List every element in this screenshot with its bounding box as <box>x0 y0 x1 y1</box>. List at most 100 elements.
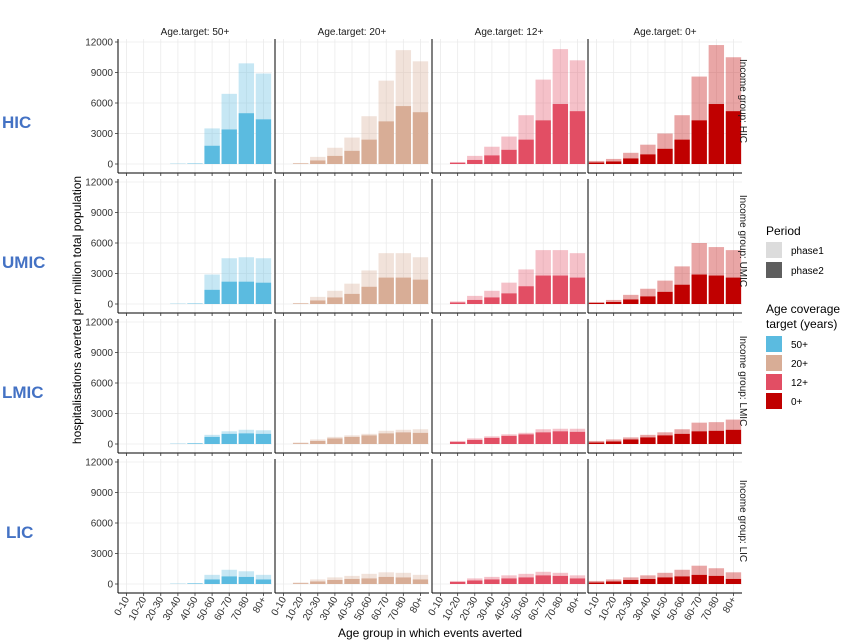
bar-phase1-LMIC-0+-0-10 <box>589 441 604 443</box>
bar-phase2-UMIC-50+-60-70 <box>222 282 237 304</box>
bar-phase1-LMIC-12+-80+ <box>570 429 585 432</box>
bar-phase1-UMIC-20+-40-50 <box>344 284 359 294</box>
bar-phase1-HIC-50+-70-80 <box>239 63 254 113</box>
bar-phase2-UMIC-12+-30-40 <box>484 297 499 304</box>
legend-period-title: Period <box>766 224 801 238</box>
bar-phase2-HIC-0+-40-50 <box>657 149 672 164</box>
bar-phase1-LMIC-0+-10-20 <box>606 439 621 441</box>
y-tick-label: 3000 <box>91 409 114 420</box>
bar-phase2-HIC-20+-10-20 <box>293 163 308 164</box>
bar-phase1-UMIC-20+-80+ <box>413 257 428 279</box>
bar-phase1-LMIC-20+-70-80 <box>396 430 411 433</box>
bar-phase1-UMIC-12+-70-80 <box>553 250 568 275</box>
x-tick-label: 80+ <box>408 595 426 615</box>
legend-20plus-label: 20+ <box>791 359 808 370</box>
bar-phase1-LMIC-12+-20-30 <box>467 438 482 440</box>
bar-phase1-HIC-0+-0-10 <box>589 161 604 163</box>
bar-phase1-HIC-0+-30-40 <box>640 145 655 155</box>
bar-phase1-HIC-12+-20-30 <box>467 156 482 160</box>
bar-phase2-HIC-12+-20-30 <box>467 160 482 164</box>
bar-phase2-HIC-12+-80+ <box>570 111 585 164</box>
bar-phase1-HIC-20+-60-70 <box>379 81 394 122</box>
bar-phase2-UMIC-20+-80+ <box>413 280 428 304</box>
x-axis-title: Age group in which events averted <box>338 626 522 640</box>
bar-phase2-LMIC-20+-30-40 <box>327 438 342 444</box>
y-tick-label: 6000 <box>91 99 114 110</box>
bar-phase1-LIC-20+-30-40 <box>327 577 342 580</box>
bar-phase1-LMIC-0+-30-40 <box>640 435 655 438</box>
bar-phase2-LMIC-12+-50-60 <box>518 434 533 444</box>
bar-phase2-LMIC-50+-60-70 <box>222 434 237 444</box>
bar-phase2-HIC-20+-50-60 <box>361 140 376 164</box>
bar-phase2-HIC-20+-60-70 <box>379 121 394 164</box>
bar-phase2-LMIC-12+-70-80 <box>553 431 568 444</box>
bar-phase2-LMIC-20+-20-30 <box>310 441 325 444</box>
bar-phase1-LIC-0+-70-80 <box>709 568 724 576</box>
y-tick-label: 3000 <box>91 269 114 280</box>
x-tick-label: 80+ <box>565 595 583 615</box>
bar-phase1-UMIC-12+-80+ <box>570 253 585 277</box>
bar-phase2-LIC-20+-10-20 <box>293 583 308 584</box>
bar-phase2-UMIC-0+-60-70 <box>692 275 707 304</box>
bar-phase2-UMIC-50+-50-60 <box>204 290 219 304</box>
bar-phase2-UMIC-20+-60-70 <box>379 278 394 304</box>
bar-phase2-HIC-12+-70-80 <box>553 104 568 164</box>
bar-phase1-HIC-20+-10-20 <box>293 163 308 164</box>
bar-phase1-LMIC-12+-40-50 <box>501 434 516 436</box>
bar-phase1-LIC-0+-20-30 <box>623 577 638 580</box>
bar-phase1-LIC-20+-70-80 <box>396 573 411 578</box>
bar-phase2-LIC-0+-80+ <box>726 579 741 584</box>
bar-phase1-UMIC-0+-0-10 <box>589 302 604 303</box>
bar-phase1-UMIC-12+-20-30 <box>467 296 482 300</box>
bar-phase2-UMIC-12+-70-80 <box>553 276 568 304</box>
legend-12plus-swatch <box>766 374 782 390</box>
bar-phase2-LIC-12+-60-70 <box>536 575 551 584</box>
legend-0plus-label: 0+ <box>791 397 803 408</box>
y-tick-label: 6000 <box>91 519 114 530</box>
bar-phase1-UMIC-0+-60-70 <box>692 243 707 275</box>
bar-phase2-LMIC-20+-60-70 <box>379 433 394 444</box>
x-tick-label: 70-80 <box>230 595 253 623</box>
bar-phase1-LMIC-0+-60-70 <box>692 423 707 432</box>
bar-phase1-LMIC-20+-60-70 <box>379 431 394 434</box>
bar-phase2-UMIC-0+-50-60 <box>674 285 689 304</box>
y-tick-label: 9000 <box>91 208 114 219</box>
bar-phase1-LMIC-50+-50-60 <box>204 435 219 437</box>
bar-phase1-HIC-50+-80+ <box>256 74 271 120</box>
bar-phase1-UMIC-20+-10-20 <box>293 303 308 304</box>
legend-12plus-label: 12+ <box>791 378 808 389</box>
bar-phase1-HIC-20+-20-30 <box>310 157 325 161</box>
bar-phase1-HIC-0+-40-50 <box>657 134 672 149</box>
bar-phase2-LIC-20+-40-50 <box>344 579 359 584</box>
bar-phase2-LMIC-12+-40-50 <box>501 436 516 444</box>
strip-label-col-3: Age.target: 0+ <box>633 27 696 38</box>
bar-phase1-LMIC-0+-20-30 <box>623 437 638 439</box>
bar-phase2-LIC-0+-20-30 <box>623 580 638 584</box>
bar-phase1-HIC-20+-50-60 <box>361 116 376 139</box>
bar-phase1-LIC-20+-10-20 <box>293 582 308 583</box>
bar-phase2-UMIC-0+-70-80 <box>709 276 724 304</box>
bar-phase2-LIC-12+-50-60 <box>518 577 533 584</box>
bar-phase2-HIC-0+-10-20 <box>606 161 621 164</box>
x-tick-label: 80+ <box>721 595 739 615</box>
bar-phase1-LIC-0+-50-60 <box>674 570 689 577</box>
bar-phase2-LIC-50+-40-50 <box>187 583 202 584</box>
bar-phase2-LIC-12+-80+ <box>570 578 585 584</box>
x-tick-label: 70-80 <box>544 595 567 623</box>
strip-label-col-1: Age.target: 20+ <box>318 27 387 38</box>
bar-phase1-LIC-0+-60-70 <box>692 566 707 575</box>
bar-phase2-HIC-50+-70-80 <box>239 113 254 164</box>
strip-label-col-2: Age.target: 12+ <box>475 27 544 38</box>
bar-phase2-LIC-12+-40-50 <box>501 578 516 584</box>
bar-phase2-LIC-12+-10-20 <box>450 582 465 584</box>
bar-phase1-LIC-12+-70-80 <box>553 573 568 576</box>
bar-phase2-UMIC-20+-70-80 <box>396 278 411 304</box>
bar-phase1-HIC-20+-70-80 <box>396 50 411 106</box>
bar-phase2-LMIC-0+-20-30 <box>623 439 638 444</box>
bar-phase2-HIC-50+-50-60 <box>204 146 219 164</box>
bar-phase1-LMIC-0+-40-50 <box>657 432 672 435</box>
y-tick-label: 0 <box>107 580 113 591</box>
bar-phase1-LMIC-20+-50-60 <box>361 434 376 436</box>
bar-phase1-LMIC-12+-50-60 <box>518 433 533 435</box>
bar-phase1-UMIC-0+-20-30 <box>623 295 638 300</box>
